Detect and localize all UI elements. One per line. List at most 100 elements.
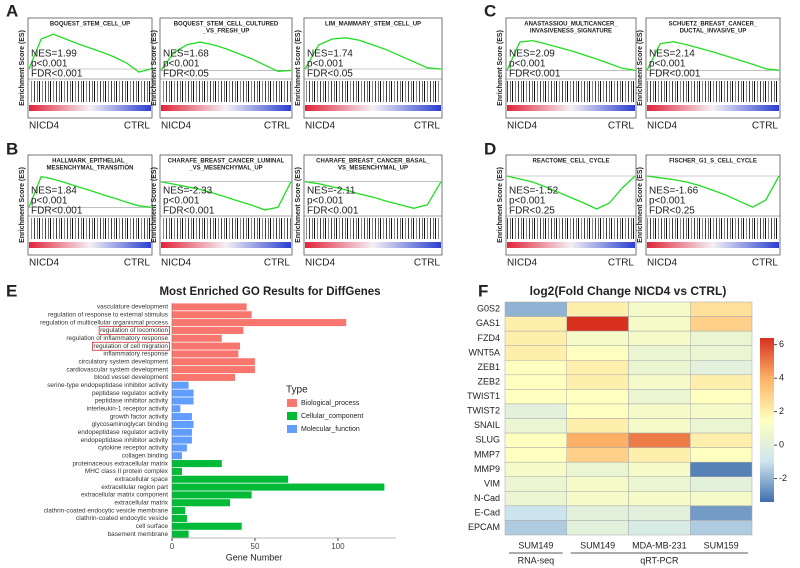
category-label: cytokine receptor activity [98,445,169,452]
stat-text: p<0.001 [509,196,546,207]
x-label-left: NICD4 [29,121,59,132]
x-label-left: NICD4 [305,121,335,132]
bar [172,475,289,483]
row-label: G0S2 [477,304,500,314]
chart-title: log2(Fold Change NICD4 vs CTRL) [530,284,727,298]
heat-cell [628,476,691,492]
group-label: RNA-seq [518,555,555,565]
bar [172,452,182,460]
row-label: SLUG [475,435,500,445]
heat-cell [566,389,629,405]
heat-cell [690,505,753,521]
heat-cell [504,389,567,405]
stat-text: p<0.001 [649,59,686,70]
bar [172,342,241,350]
panel-label: C [484,1,496,20]
heat-cell [690,360,753,376]
legend-swatch [287,425,297,433]
x-axis-title: Gene Number [226,552,283,562]
heat-cell [690,345,753,361]
x-label-right: CTRL [608,258,635,269]
heat-cell [690,491,753,507]
rank-gradient [29,105,151,111]
plot-title: BOQUEST_STEM_CELL_UP [50,22,130,28]
stat-text: FDR<0.001 [307,206,359,217]
stat-text: NES=-2.33 [163,186,213,197]
rank-gradient [305,242,441,248]
bar [172,334,222,342]
es-curve [28,33,152,73]
chart-title: Most Enriched GO Results for DiffGenes [159,286,380,298]
heat-cell [566,505,629,521]
heat-cell [690,476,753,492]
stat-text: FDR<0.05 [307,69,353,80]
category-label: peptidase inhibitor activity [95,398,169,405]
legend-label: Biological_process [301,400,360,407]
bar [172,366,255,374]
x-label-right: CTRL [752,258,779,269]
stat-text: FDR<0.25 [649,206,695,217]
colorbar [760,338,774,502]
stat-text: p<0.001 [307,196,344,207]
heat-cell [628,345,691,361]
heat-cell [690,316,753,332]
rank-gradient [161,105,291,111]
bar [172,373,236,381]
stat-text: FDR<0.001 [509,69,561,80]
category-label: regulation of cell migration [93,343,168,350]
heat-cell [566,330,629,346]
rank-gradient [161,242,291,248]
bar [172,499,231,507]
rank-gradient [647,242,779,248]
category-label: basement membrane [108,531,169,538]
category-label: regulation of response to external stimu… [48,311,168,318]
category-label: MHC class II protein complex [85,468,169,475]
rank-gradient [647,105,779,111]
heat-cell [690,461,753,477]
heat-cell [566,403,629,419]
panel-label: A [6,1,18,20]
bar [172,491,252,499]
bar [172,413,192,421]
heat-cell [566,461,629,477]
stat-text: NES=2.14 [649,49,695,60]
heat-cell [690,403,753,419]
stat-text: p<0.001 [31,196,68,207]
hit-barcode [507,81,635,102]
x-label-right: CTRL [124,258,151,269]
category-label: clathrin-coated endocytic vesicle [76,515,168,522]
heat-cell [504,403,567,419]
heat-cell [504,505,567,521]
category-label: cell surface [136,523,169,530]
heat-cell [566,301,629,317]
plot-title: REACTOME_CELL_CYCLE [533,159,610,165]
column-label: SUM149 [580,540,615,550]
heat-cell [504,447,567,463]
category-label: interleukin-1 receptor activity [87,405,169,412]
colorbar-tick-label: 4 [779,373,784,383]
x-label-left: NICD4 [305,258,335,269]
bar [172,514,187,522]
x-tick-label: 0 [170,542,175,551]
highlight-box [91,341,170,351]
stat-text: NES=1.74 [307,49,353,60]
stat-text: NES=-1.52 [509,186,559,197]
x-label-right: CTRL [414,258,441,269]
heat-cell [690,447,753,463]
category-label: glycosaminoglycan binding [92,421,169,428]
category-label: cardiovascular system development [66,366,168,373]
hit-barcode [29,218,151,239]
es-curve [160,181,292,211]
x-label-right: CTRL [752,121,779,132]
x-label-right: CTRL [608,121,635,132]
heat-cell [690,520,753,536]
x-label-left: NICD4 [161,258,191,269]
plot-title: LIM_MAMMARY_STEM_CELL_UP [325,22,421,28]
es-curve [646,40,780,71]
rank-gradient [305,105,441,111]
heat-cell [504,360,567,376]
row-label: N-Cad [474,493,500,503]
plot-title: BOQUEST_STEM_CELL_CULTURED [174,22,279,28]
x-label-left: NICD4 [507,121,537,132]
category-label: blood vessel development [94,374,168,381]
